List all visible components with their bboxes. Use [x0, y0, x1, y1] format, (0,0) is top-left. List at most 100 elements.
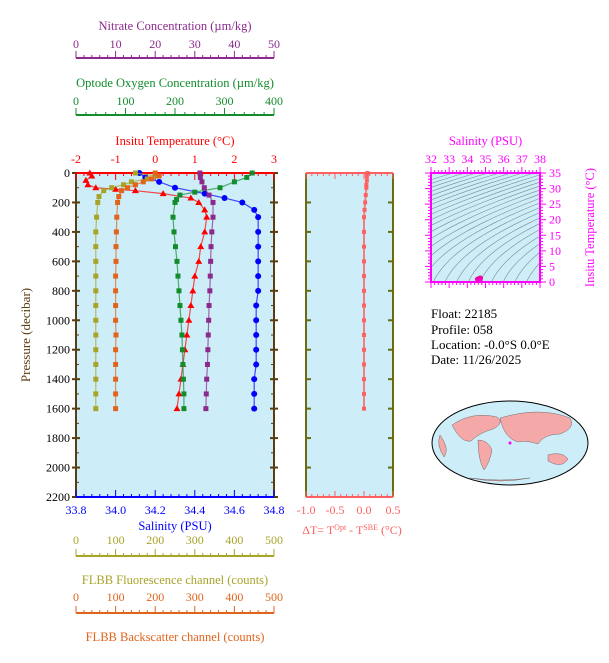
- temperature-tick-label: 0: [152, 152, 158, 166]
- fluorescence-point: [93, 273, 99, 279]
- nitrate-point: [210, 199, 216, 205]
- fluorescence-point: [93, 332, 99, 338]
- fluorescence-point: [93, 361, 99, 367]
- temperature-point: [173, 405, 181, 412]
- salinity-tick-label: 37: [516, 152, 528, 166]
- oxygen-tick-label: 100: [117, 94, 135, 108]
- fluorescence-tick-label: 100: [107, 533, 125, 547]
- salinity-tick-label: 36: [498, 152, 510, 166]
- oxygen-point: [249, 170, 255, 176]
- nitrate-point: [206, 303, 212, 309]
- density-contour: [467, 223, 540, 282]
- delta-t-point: [362, 215, 366, 220]
- pressure-tick-label: 2000: [46, 461, 70, 475]
- series-fluorescence: [93, 170, 158, 412]
- nitrate-point: [204, 376, 210, 382]
- backscatter-point: [113, 303, 119, 309]
- fluorescence-point: [93, 288, 99, 294]
- delta-t-point: [364, 185, 369, 190]
- oxygen-point: [231, 179, 237, 185]
- salinity-tick-label: 34.2: [145, 503, 166, 517]
- backscatter-point: [113, 317, 119, 323]
- temperature-tick-label: 10: [549, 244, 561, 258]
- fluorescence-tick-label: 500: [265, 533, 283, 547]
- nitrate-point: [208, 258, 214, 264]
- backscatter-point: [113, 376, 119, 382]
- nitrate-tick-label: 10: [110, 37, 122, 51]
- delta-t-point: [364, 173, 369, 178]
- density-contour: [431, 173, 512, 201]
- salinity-tick-label: 38: [534, 152, 546, 166]
- temperature-tick-label: -2: [71, 152, 81, 166]
- backscatter-point: [148, 176, 154, 182]
- oxygen-point: [180, 376, 186, 382]
- fluorescence-point: [93, 258, 99, 264]
- temperature-point: [201, 228, 209, 235]
- density-contour: [502, 243, 540, 282]
- salinity-point: [255, 287, 262, 294]
- pressure-tick-label: 1000: [46, 313, 70, 327]
- density-contour: [431, 173, 523, 205]
- salinity-tick-label: 34.0: [105, 503, 126, 517]
- backscatter-point: [113, 258, 119, 264]
- nitrate-point: [203, 406, 209, 412]
- float-info: Float: 22185 Profile: 058 Location: -0.0…: [431, 306, 550, 367]
- axis-salinity: 33.8 34.0 34.2 34.4 34.6 34.8 Salinity (PSU): [66, 490, 285, 533]
- oxygen-point: [170, 214, 176, 220]
- oxygen-point: [176, 288, 182, 294]
- backscatter-point: [152, 170, 158, 176]
- nitrate-point: [207, 288, 213, 294]
- oxygen-point: [181, 391, 187, 397]
- plot-background: [306, 173, 393, 497]
- axis-nitrate: 0 10 20 30 40 50 Nitrate Concentration (µm/kg): [73, 19, 280, 59]
- axis-oxygen: 0 100 200 300 400 Optode Oxygen Concentration…: [73, 76, 283, 116]
- series-backscatter: [113, 170, 162, 412]
- oxygen-point: [181, 406, 187, 412]
- oxygen-axis-label: Optode Oxygen Concentration (µm/kg): [76, 76, 274, 90]
- label-part: - T: [346, 523, 364, 537]
- delta-t-point: [362, 406, 366, 411]
- series-nitrate: [197, 170, 216, 412]
- nitrate-point: [206, 192, 212, 198]
- label-part: Opt: [334, 523, 347, 532]
- pressure-axis-label: Pressure (decibar): [18, 288, 33, 382]
- temperature-point: [195, 198, 203, 205]
- density-contour: [431, 198, 540, 257]
- temperature-tick-label: 2: [231, 152, 237, 166]
- temperature-tick-label: 35: [549, 166, 561, 180]
- salinity-tick-label: 34.6: [224, 503, 245, 517]
- salinity-point: [255, 214, 262, 221]
- backscatter-point: [113, 244, 119, 250]
- backscatter-point: [115, 199, 121, 205]
- density-contour: [431, 173, 535, 210]
- pressure-tick-label: 400: [52, 225, 70, 239]
- delta-t-point: [362, 244, 366, 249]
- nitrate-point: [205, 332, 211, 338]
- density-contour: [431, 174, 540, 215]
- density-contour: [456, 217, 540, 282]
- salinity-point: [251, 206, 258, 213]
- backscatter-point: [113, 288, 119, 294]
- salinity-axis-label: Salinity (PSU): [138, 519, 211, 533]
- backscatter-tick-label: 200: [146, 590, 164, 604]
- ts-point: [477, 277, 483, 283]
- temperature-point: [187, 302, 195, 309]
- salinity-point: [253, 317, 260, 324]
- fluorescence-point: [94, 214, 100, 220]
- map-continents: [438, 411, 572, 482]
- backscatter-point: [113, 391, 119, 397]
- salinity-point: [172, 184, 178, 191]
- oxygen-tick-label: 400: [265, 94, 283, 108]
- oxygen-point: [192, 189, 198, 195]
- oxygen-point: [173, 197, 179, 203]
- density-contour: [431, 178, 540, 221]
- ts-y-axis-label: Insitu Temperature (°C): [583, 168, 597, 287]
- salinity-point: [251, 405, 258, 412]
- temperature-axis-label: Insitu Temperature (°C): [115, 134, 234, 148]
- fluorescence-point: [93, 406, 99, 412]
- salinity-point: [251, 390, 258, 397]
- fluorescence-tick-label: 300: [186, 533, 204, 547]
- oxygen-point: [179, 332, 185, 338]
- fluorescence-point: [93, 303, 99, 309]
